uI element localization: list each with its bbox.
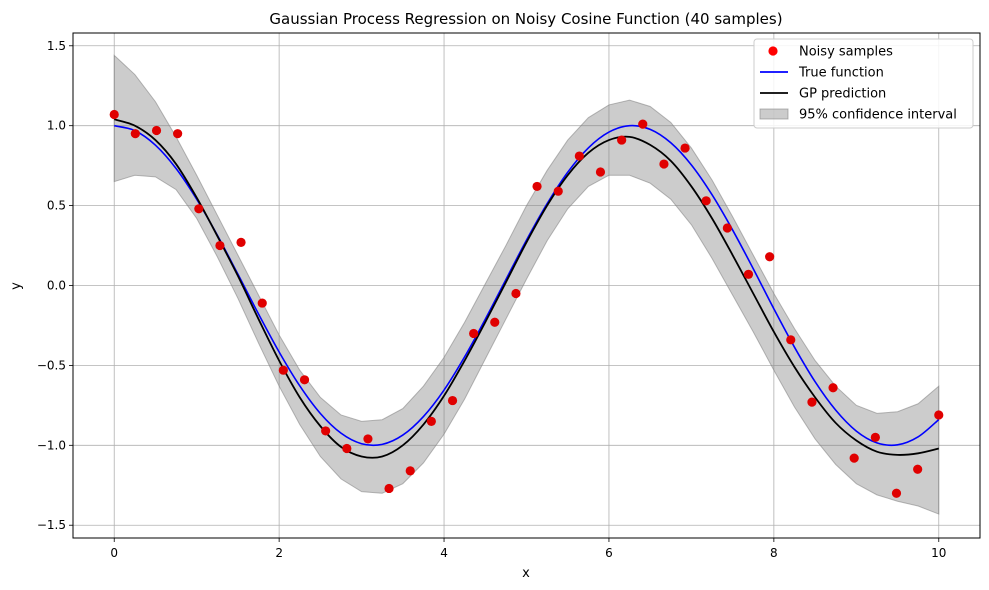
legend-item: True function <box>760 66 884 81</box>
gp-prediction-line <box>113 118 939 459</box>
legend-item: Noisy samples <box>768 45 893 60</box>
confidence-interval-band <box>113 54 940 515</box>
legend-item: GP prediction <box>760 87 886 102</box>
sample-point <box>532 181 542 192</box>
legend: Noisy samples True function GP prediction 9… <box>753 38 974 129</box>
sample-point <box>680 143 690 153</box>
chart-title: Gaussian Process Regression on Noisy Cos… <box>269 10 782 28</box>
y-tick-label: 1.0 <box>47 119 66 133</box>
sample-point <box>828 383 838 393</box>
y-tick-label: 1.5 <box>47 39 66 53</box>
x-tick-label: 10 <box>931 546 946 560</box>
legend-label: 95% confidence interval <box>799 108 957 123</box>
y-tick-label: −1.0 <box>37 438 66 452</box>
sample-point <box>701 196 711 206</box>
sample-point <box>638 119 648 129</box>
legend-label: Noisy samples <box>799 45 893 60</box>
x-tick-label: 2 <box>275 546 283 560</box>
sample-point <box>511 288 521 299</box>
true-function-line <box>114 124 940 447</box>
sample-point <box>384 483 394 494</box>
sample-point <box>870 432 880 442</box>
sample-point <box>173 129 183 139</box>
sample-point <box>426 416 436 426</box>
y-tick-label: −1.5 <box>37 518 66 532</box>
sample-point <box>109 109 119 120</box>
sample-points <box>109 109 944 498</box>
sample-point <box>236 237 246 247</box>
y-tick-label: −0.5 <box>37 358 66 372</box>
sample-point <box>490 317 500 327</box>
sample-point <box>913 464 923 474</box>
sample-point <box>595 167 606 177</box>
x-axis-ticks: 0 2 4 6 8 10 <box>110 538 946 560</box>
x-axis-label: x <box>522 566 530 581</box>
sample-point <box>849 453 859 463</box>
confidence-band <box>113 54 940 515</box>
sample-point <box>617 135 627 145</box>
x-tick-label: 0 <box>110 546 118 560</box>
sample-point <box>574 151 584 161</box>
sample-point <box>405 466 415 476</box>
sample-point <box>469 328 479 339</box>
sample-point <box>299 375 310 385</box>
sample-point <box>743 269 754 279</box>
sample-point <box>722 223 732 233</box>
sample-point <box>553 186 563 196</box>
y-tick-label: 0.0 <box>47 279 66 293</box>
legend-item: 95% confidence interval <box>759 108 957 123</box>
sample-point <box>215 240 225 251</box>
legend-box <box>753 38 974 129</box>
sample-point <box>363 434 373 444</box>
legend-marker <box>768 46 778 56</box>
sample-point <box>130 129 140 139</box>
x-tick-label: 4 <box>440 546 448 560</box>
y-axis-ticks: −1.5 −1.0 −0.5 0.0 0.5 1.0 1.5 <box>37 39 73 532</box>
y-axis-label: y <box>9 282 24 290</box>
legend-patch <box>759 108 789 120</box>
series-lines <box>113 118 940 459</box>
sample-point <box>786 335 796 345</box>
sample-point <box>807 397 817 407</box>
sample-point <box>278 365 288 375</box>
sample-point <box>321 426 331 436</box>
sample-point <box>765 252 775 262</box>
legend-label: GP prediction <box>799 87 886 102</box>
sample-point <box>659 159 669 169</box>
sample-point <box>447 395 458 406</box>
sample-point <box>342 443 352 454</box>
sample-point <box>891 488 902 498</box>
x-tick-label: 6 <box>605 546 613 560</box>
sample-point <box>257 298 267 308</box>
sample-point <box>151 125 162 136</box>
legend-label: True function <box>798 66 884 81</box>
sample-point <box>934 410 944 420</box>
sample-point <box>194 204 204 214</box>
y-tick-label: 0.5 <box>47 199 66 213</box>
x-tick-label: 8 <box>770 546 778 560</box>
